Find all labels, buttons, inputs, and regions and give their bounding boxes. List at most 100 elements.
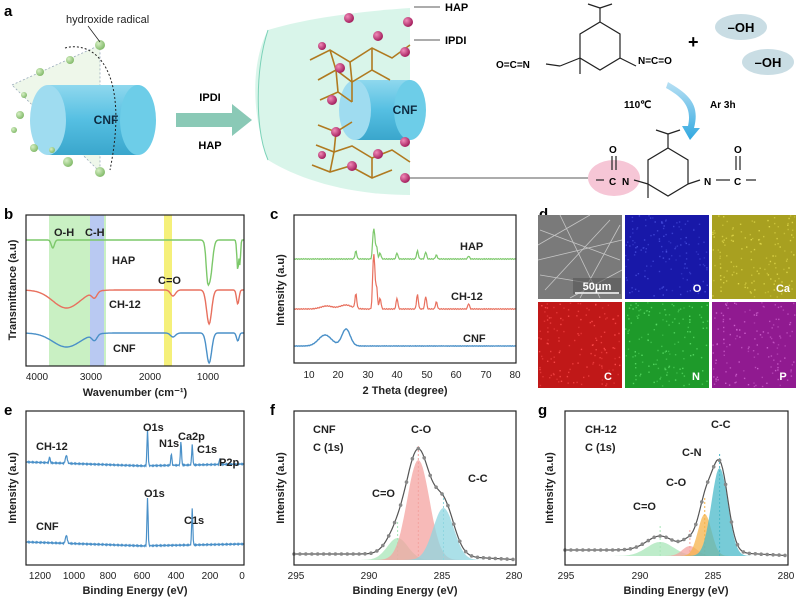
panel-a-label: a xyxy=(4,3,13,20)
map-speckle xyxy=(634,355,637,357)
map-speckle xyxy=(646,265,648,267)
map-speckle xyxy=(673,225,675,228)
map-speckle xyxy=(787,313,789,315)
arrow-label-hap: HAP xyxy=(198,140,221,152)
plot-frame-g xyxy=(564,410,789,566)
map-speckle xyxy=(662,286,664,288)
map-speckle xyxy=(641,361,644,363)
map-speckle xyxy=(588,309,590,311)
data-point xyxy=(581,548,585,552)
map-speckle xyxy=(558,351,561,354)
data-point xyxy=(315,552,320,556)
map-speckle xyxy=(686,290,689,293)
map-speckle xyxy=(660,376,662,379)
map-speckle xyxy=(580,348,583,351)
axis-title-g-x: Binding Energy (eV) xyxy=(623,585,728,597)
peak-label-n1s: N1s xyxy=(159,438,179,450)
map-speckle xyxy=(782,309,785,311)
map-speckle xyxy=(653,363,655,366)
map-speckle xyxy=(626,279,628,281)
map-speckle xyxy=(722,320,724,323)
map-speckle xyxy=(741,346,743,349)
map-speckle xyxy=(684,336,686,339)
map-speckle xyxy=(680,293,682,296)
map-speckle xyxy=(634,251,637,253)
peak-label-ca2p: Ca2p xyxy=(178,431,205,443)
map-speckle xyxy=(658,240,661,242)
data-point xyxy=(463,549,468,554)
data-point xyxy=(741,550,746,554)
map-speckle xyxy=(715,378,717,380)
map-speckle xyxy=(635,367,637,369)
map-speckle xyxy=(632,232,634,234)
panel-c: c HAP CH-12 CNF 10 20 30 40 50 60 70 80 … xyxy=(270,206,521,397)
map-speckle xyxy=(752,237,754,240)
map-speckle xyxy=(684,263,686,265)
map-speckle xyxy=(769,260,772,263)
comp-label-f-co: C-O xyxy=(411,424,432,436)
map-speckle xyxy=(780,293,783,295)
peak-label-o1s-cnf: O1s xyxy=(144,488,165,500)
map-speckle xyxy=(690,354,692,357)
map-speckle xyxy=(699,264,701,266)
data-point xyxy=(505,557,509,561)
band-label-co: C=O xyxy=(158,275,181,287)
tick-label-e-200: 200 xyxy=(202,571,219,582)
map-speckle xyxy=(730,261,732,263)
map-speckle xyxy=(757,312,759,314)
series-line-xrd-hap xyxy=(293,228,517,261)
map-speckle xyxy=(689,331,691,333)
map-speckle xyxy=(655,324,658,326)
map-speckle xyxy=(769,295,772,297)
map-speckle xyxy=(683,384,685,387)
data-point xyxy=(575,548,579,552)
map-speckle xyxy=(691,306,693,309)
hap-label: HAP xyxy=(445,2,468,14)
map-speckle xyxy=(599,316,601,318)
axis-title-g-y: Intensity (a.u) xyxy=(544,452,556,524)
oh-bubble-2 xyxy=(742,49,794,75)
map-speckle xyxy=(713,376,715,378)
map-speckle xyxy=(593,324,596,327)
map-speckle xyxy=(715,380,717,382)
map-speckle xyxy=(791,229,794,231)
map-speckle xyxy=(662,303,664,305)
map-speckle xyxy=(668,324,670,326)
data-point xyxy=(717,458,722,463)
cnf-label-right: CNF xyxy=(393,103,418,117)
map-speckle xyxy=(671,303,673,306)
map-speckle xyxy=(765,257,768,259)
map-speckle xyxy=(556,312,558,314)
tick-label-g-285: 285 xyxy=(705,571,722,582)
map-speckle xyxy=(748,346,750,348)
cnf-modified: CNF xyxy=(255,2,590,195)
map-speckle xyxy=(784,357,786,359)
map-speckle xyxy=(768,356,770,358)
map-speckle xyxy=(647,302,649,304)
map-speckle xyxy=(737,283,740,285)
data-point xyxy=(446,503,450,508)
panel-a: a CNF hydroxide radical xyxy=(4,2,794,198)
map-speckle xyxy=(541,355,543,358)
map-speckle xyxy=(664,351,666,353)
data-point xyxy=(422,456,427,460)
map-speckle xyxy=(613,318,615,320)
map-speckle xyxy=(706,327,708,329)
map-speckle xyxy=(648,371,650,373)
series-label-xps-cnf: CNF xyxy=(36,521,59,533)
map-speckle xyxy=(634,363,637,365)
map-speckle xyxy=(542,376,544,378)
map-o xyxy=(625,215,709,299)
data-point xyxy=(321,552,326,556)
map-speckle xyxy=(640,249,642,251)
map-speckle xyxy=(664,367,666,369)
map-speckle xyxy=(777,344,780,346)
map-speckle xyxy=(568,371,570,374)
map-speckle xyxy=(786,271,788,274)
map-speckle xyxy=(625,244,627,246)
map-speckle xyxy=(777,363,779,365)
map-speckle xyxy=(725,280,728,282)
map-speckle xyxy=(699,314,701,316)
peak-label-c1s-cnf: C1s xyxy=(184,515,204,527)
map-speckle xyxy=(560,317,562,320)
